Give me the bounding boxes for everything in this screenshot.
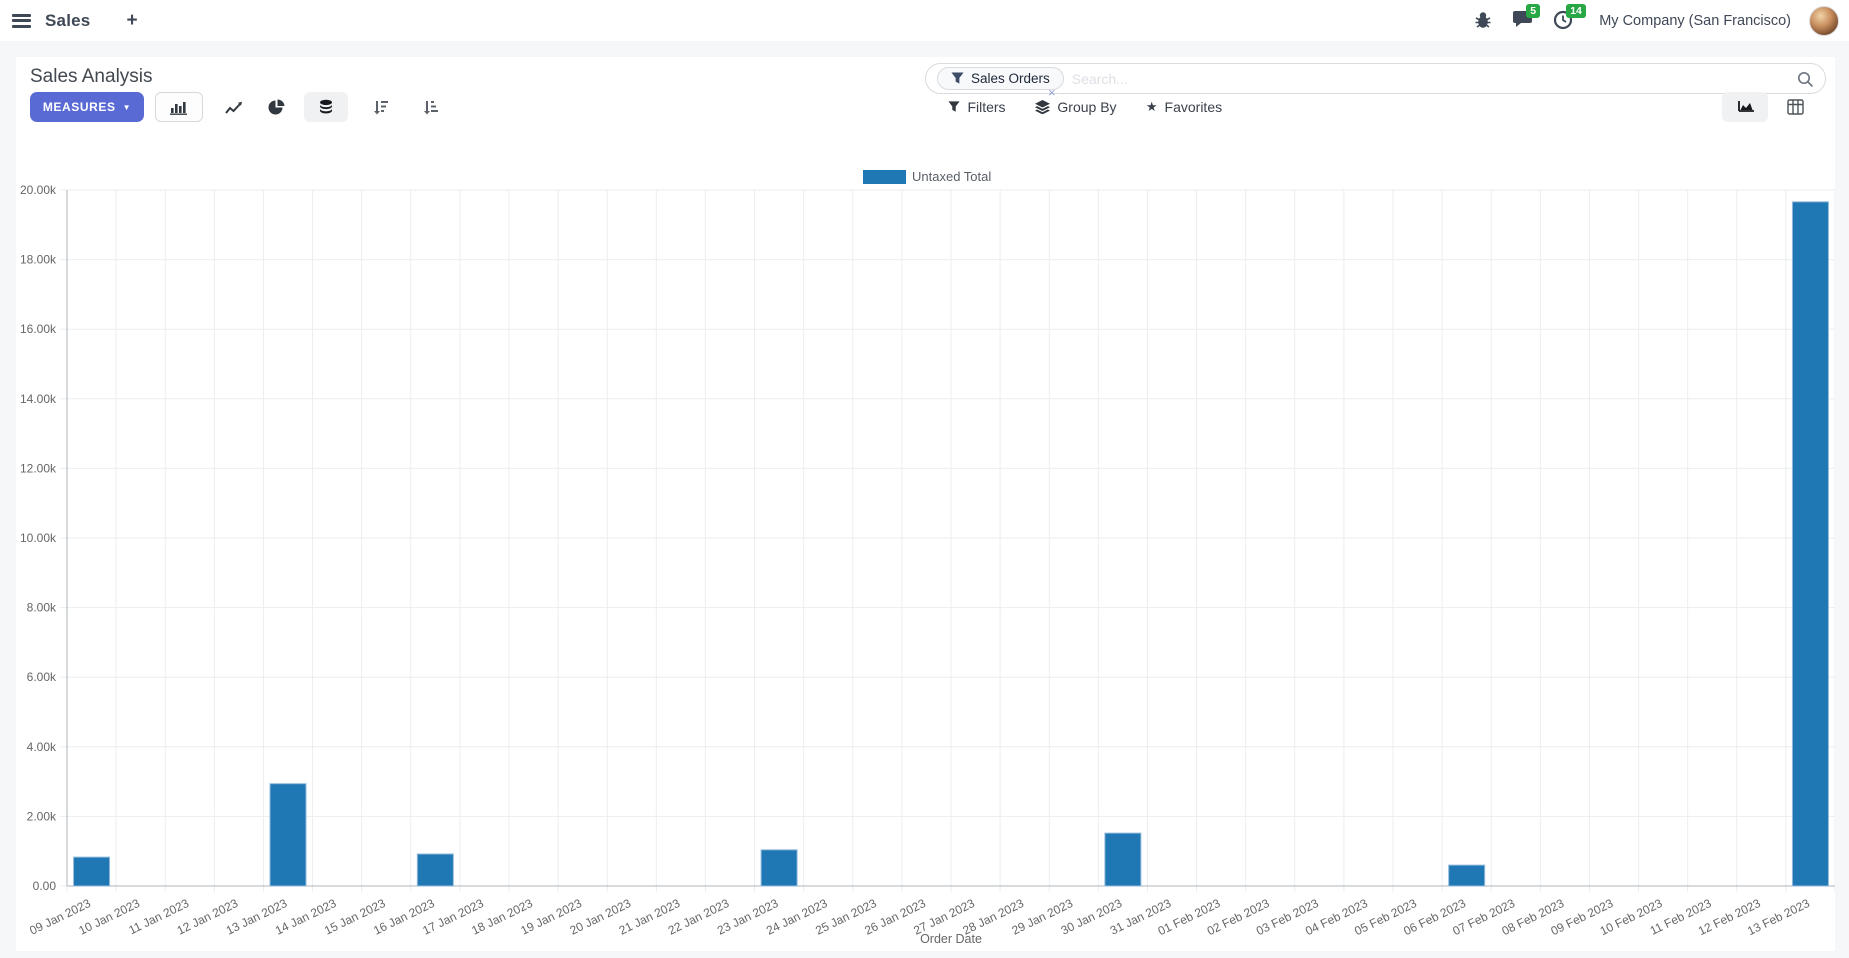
chart-legend[interactable]: Untaxed Total [863,169,991,184]
bar[interactable] [1791,201,1829,887]
bar[interactable] [1104,832,1142,887]
chart-container: Untaxed Total 0.00 2.00k 4.00k 6.00k 8.00k 10… [16,141,1836,951]
top-navbar: Sales + 5 14 My Company (San Francisco) [0,0,1849,41]
sort-ascending-button[interactable] [408,92,452,122]
group-by-label: Group By [1057,99,1117,115]
messages-icon[interactable]: 5 [1513,3,1541,32]
content-panel: Sales Analysis Sales Orders × MEASURES ▼ [16,57,1836,951]
stacked-toggle-button[interactable] [304,92,348,122]
group-by-button[interactable]: Group By [1024,92,1128,122]
search-bar[interactable]: Sales Orders × [925,63,1826,99]
y-tick-label: 2.00k [27,809,57,823]
pivot-view-switch-button[interactable] [1772,92,1818,122]
star-icon: ★ [1145,99,1158,114]
y-tick-label: 14.00k [20,392,57,406]
layers-icon [1035,100,1051,114]
bar[interactable] [416,853,454,887]
bar-chart-icon [170,102,187,115]
filters-funnel-icon [948,101,961,112]
sort-descending-button[interactable] [358,92,402,122]
sales-analysis-bar-chart[interactable]: 0.00 2.00k 4.00k 6.00k 8.00k 10.00k 12.00k 14.0… [16,141,1836,951]
bar-chart-view-button[interactable] [155,92,203,122]
y-tick-label: 10.00k [20,531,57,545]
legend-swatch [863,169,906,184]
y-tick-label: 0.00 [33,879,57,893]
x-axis-title: Order Date [920,932,982,946]
legend-label: Untaxed Total [912,169,992,184]
favorites-button[interactable]: ★ Favorites [1136,92,1232,122]
facet-label: Sales Orders [971,71,1050,86]
pie-chart-view-button[interactable] [254,92,298,122]
apps-menu-icon[interactable] [12,13,31,28]
y-tick-label: 12.00k [20,461,57,475]
messages-count-badge: 5 [1526,3,1541,18]
new-tab-plus-icon[interactable]: + [126,10,138,31]
bar[interactable] [269,783,307,887]
search-facet-filters[interactable]: Sales Orders [937,67,1064,90]
bar[interactable] [760,849,798,887]
filters-button[interactable]: Filters [940,92,1014,122]
company-switcher[interactable]: My Company (San Francisco) [1599,12,1791,29]
stacked-database-icon [320,99,332,113]
search-magnifier-icon[interactable] [1797,71,1814,88]
app-name[interactable]: Sales [45,10,91,30]
page-title: Sales Analysis [30,66,153,87]
pie-chart-icon [268,98,284,114]
funnel-icon [951,72,964,84]
y-tick-label: 4.00k [27,740,57,754]
user-avatar[interactable] [1809,5,1839,36]
graph-view-switch-button[interactable] [1722,92,1768,122]
caret-down-icon: ▼ [122,102,132,112]
pivot-table-icon [1786,99,1804,115]
facet-remove-icon[interactable]: × [1048,85,1056,100]
y-tick-label: 8.00k [27,601,57,615]
measures-label: MEASURES [42,100,116,114]
debug-bug-icon[interactable] [1473,10,1495,32]
y-tick-label: 16.00k [20,322,57,336]
activities-clock-icon[interactable]: 14 [1553,3,1586,32]
measures-button[interactable]: MEASURES ▼ [30,92,144,122]
activities-count-badge: 14 [1566,3,1586,18]
sort-ascending-icon [423,100,438,114]
search-input[interactable] [1071,70,1789,87]
area-chart-icon [1737,101,1754,112]
filters-label: Filters [967,99,1006,115]
line-chart-view-button[interactable] [212,92,256,122]
y-tick-label: 18.00k [20,253,57,267]
sort-descending-icon [373,100,388,114]
bar[interactable] [73,856,111,887]
bar[interactable] [1448,864,1486,887]
y-tick-label: 20.00k [20,183,57,197]
favorites-label: Favorites [1164,99,1223,115]
line-chart-icon [224,101,242,114]
y-tick-label: 6.00k [27,670,57,684]
